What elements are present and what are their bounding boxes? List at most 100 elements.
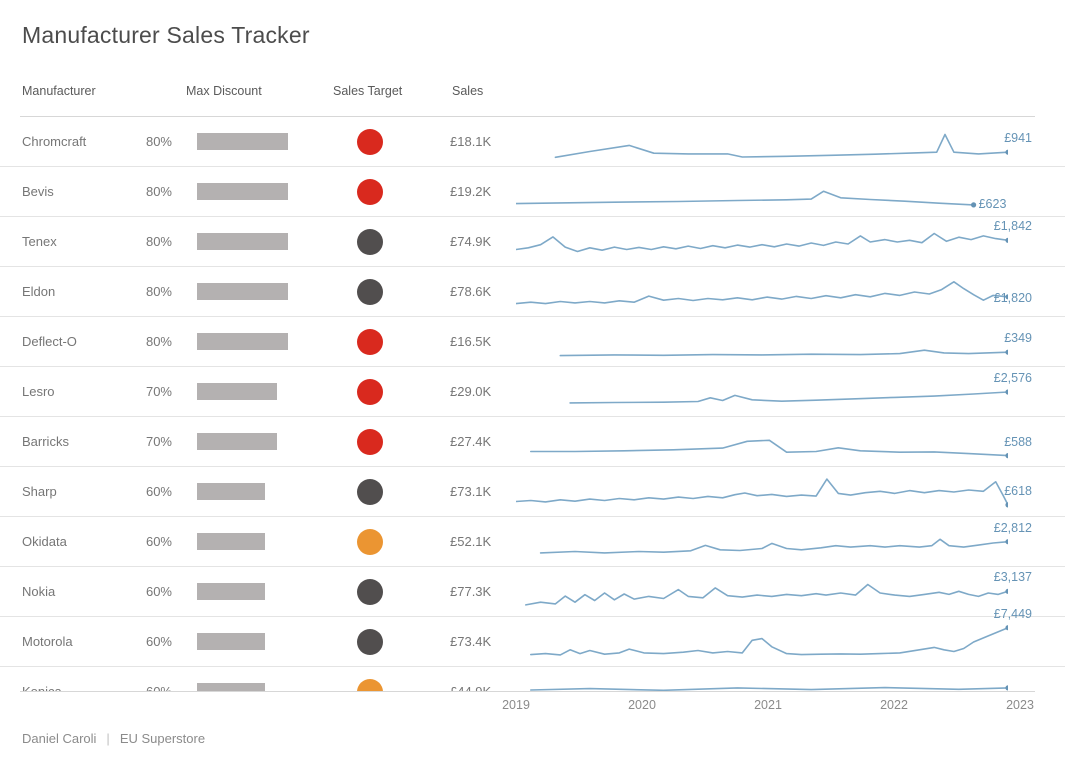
sales-value: £29.0K bbox=[450, 384, 492, 399]
column-header-sales[interactable]: Sales bbox=[452, 84, 484, 98]
column-header-sales-target[interactable]: Sales Target bbox=[333, 84, 403, 98]
manufacturer-label: Sharp bbox=[22, 484, 57, 499]
table-row[interactable]: Deflect-O 80% £16.5K £349 bbox=[0, 317, 1065, 367]
manufacturer-label: Lesro bbox=[22, 384, 55, 399]
column-header-max-discount[interactable]: Max Discount bbox=[186, 84, 262, 98]
max-discount-bar[interactable] bbox=[197, 333, 288, 350]
max-discount-bar[interactable] bbox=[197, 433, 277, 450]
table-row[interactable]: Sharp 60% £73.1K £618 bbox=[0, 467, 1065, 517]
max-discount-bar[interactable] bbox=[197, 483, 266, 500]
sales-sparkline[interactable] bbox=[516, 617, 1008, 667]
sales-sparkline[interactable] bbox=[516, 417, 1008, 467]
max-discount-bar[interactable] bbox=[197, 533, 266, 550]
table-row[interactable]: Konica 60% £44.9K bbox=[0, 667, 1065, 691]
max-discount-value: 60% bbox=[145, 534, 172, 549]
sparkline-end-value-label: £623 bbox=[978, 196, 1007, 211]
manufacturer-label: Bevis bbox=[22, 184, 54, 199]
sparkline-end-value-label: £588 bbox=[1004, 434, 1032, 449]
sales-value: £73.4K bbox=[450, 634, 492, 649]
sales-sparkline[interactable] bbox=[516, 167, 1008, 217]
sales-sparkline[interactable] bbox=[516, 217, 1008, 267]
x-axis-year-label: 2019 bbox=[502, 698, 530, 712]
sparkline-end-value-label: £941 bbox=[1004, 131, 1032, 146]
max-discount-value: 60% bbox=[118, 667, 172, 691]
max-discount-value: 60% bbox=[145, 484, 172, 499]
table-row[interactable]: Bevis 80% £19.2K £623 bbox=[0, 167, 1065, 217]
sales-sparkline[interactable] bbox=[516, 667, 1008, 691]
max-discount-bar[interactable] bbox=[197, 683, 266, 691]
table-row[interactable]: Okidata 60% £52.1K £2,812 bbox=[0, 517, 1065, 567]
manufacturer-label: Motorola bbox=[22, 634, 73, 649]
table-row[interactable]: Eldon 80% £78.6K £1,820 bbox=[0, 267, 1065, 317]
x-axis-year-label: 2022 bbox=[880, 698, 908, 712]
sales-value: £19.2K bbox=[450, 184, 492, 199]
column-header-manufacturer[interactable]: Manufacturer bbox=[22, 84, 96, 98]
sales-target-status-dot[interactable] bbox=[357, 229, 383, 255]
sales-target-status-dot[interactable] bbox=[357, 429, 383, 455]
sales-value: £52.1K bbox=[450, 534, 492, 549]
sales-target-status-dot[interactable] bbox=[357, 479, 383, 505]
sparkline-end-value-label: £618 bbox=[1004, 483, 1032, 498]
sparkline-end-value-label: £2,576 bbox=[993, 371, 1032, 385]
x-axis-year-label: 2023 bbox=[1006, 698, 1034, 712]
sales-sparkline[interactable] bbox=[516, 267, 1008, 317]
max-discount-bar[interactable] bbox=[197, 583, 266, 600]
column-headers: Manufacturer Max Discount Sales Target S… bbox=[0, 84, 1065, 104]
max-discount-bar[interactable] bbox=[197, 383, 277, 400]
manufacturer-label: Konica bbox=[22, 667, 62, 691]
max-discount-value: 80% bbox=[145, 234, 172, 249]
max-discount-value: 80% bbox=[145, 334, 172, 349]
sales-target-status-dot[interactable] bbox=[357, 379, 383, 405]
max-discount-bar[interactable] bbox=[197, 133, 288, 150]
sales-target-status-dot[interactable] bbox=[357, 629, 383, 655]
sales-target-status-dot[interactable] bbox=[357, 279, 383, 305]
max-discount-value: 80% bbox=[145, 284, 172, 299]
table-row[interactable]: Lesro 70% £29.0K £2,576 bbox=[0, 367, 1065, 417]
sales-value: £74.9K bbox=[450, 234, 492, 249]
footer-source: EU Superstore bbox=[119, 731, 206, 746]
table-row[interactable]: Motorola 60% £73.4K £7,449 bbox=[0, 607, 1065, 667]
footer-separator: | bbox=[106, 731, 110, 746]
table-row[interactable]: Tenex 80% £74.9K £1,842 bbox=[0, 217, 1065, 267]
table-row[interactable]: Barricks 70% £27.4K £588 bbox=[0, 417, 1065, 467]
max-discount-bar[interactable] bbox=[197, 633, 266, 650]
sales-value: £77.3K bbox=[450, 584, 492, 599]
max-discount-bar[interactable] bbox=[197, 233, 288, 250]
sales-target-status-dot[interactable] bbox=[357, 329, 383, 355]
max-discount-value: 70% bbox=[145, 434, 172, 449]
sparkline-end-value-label: £7,449 bbox=[993, 606, 1032, 621]
max-discount-value: 60% bbox=[145, 584, 172, 599]
sales-sparkline[interactable] bbox=[516, 467, 1008, 517]
sales-sparkline[interactable] bbox=[516, 317, 1008, 367]
manufacturer-label: Tenex bbox=[22, 234, 57, 249]
manufacturer-label: Deflect-O bbox=[22, 334, 77, 349]
table-row[interactable]: Nokia 60% £77.3K £3,137 bbox=[0, 567, 1065, 617]
sales-target-status-dot[interactable] bbox=[357, 129, 383, 155]
x-axis-year-label: 2021 bbox=[754, 698, 782, 712]
sparkline-end-value-label: £349 bbox=[1004, 331, 1032, 346]
sales-value: £73.1K bbox=[450, 484, 492, 499]
sales-target-status-dot[interactable] bbox=[357, 529, 383, 555]
sparkline-end-value-label: £2,812 bbox=[993, 520, 1032, 535]
x-axis-line bbox=[20, 691, 1035, 692]
table-row[interactable]: Chromcraft 80% £18.1K £941 bbox=[0, 117, 1065, 167]
max-discount-value: 80% bbox=[145, 134, 172, 149]
sales-sparkline[interactable] bbox=[516, 517, 1008, 567]
table-body: Chromcraft 80% £18.1K £941 Bevis 80% £19… bbox=[0, 117, 1065, 691]
max-discount-bar[interactable] bbox=[197, 183, 288, 200]
x-axis-year-label: 2020 bbox=[628, 698, 656, 712]
sales-target-status-dot[interactable] bbox=[357, 179, 383, 205]
sales-value: £27.4K bbox=[450, 434, 492, 449]
sales-sparkline[interactable] bbox=[516, 567, 1008, 617]
sales-sparkline[interactable] bbox=[516, 117, 1008, 167]
sparkline-end-value-label: £1,842 bbox=[993, 219, 1032, 234]
max-discount-bar[interactable] bbox=[197, 283, 288, 300]
sparkline-end-value-label: £3,137 bbox=[993, 570, 1032, 585]
max-discount-value: 80% bbox=[145, 184, 172, 199]
sales-sparkline[interactable] bbox=[516, 367, 1008, 417]
sales-target-status-dot[interactable] bbox=[357, 679, 383, 691]
sales-value: £18.1K bbox=[450, 134, 492, 149]
manufacturer-label: Okidata bbox=[22, 534, 67, 549]
sales-target-status-dot[interactable] bbox=[357, 579, 383, 605]
